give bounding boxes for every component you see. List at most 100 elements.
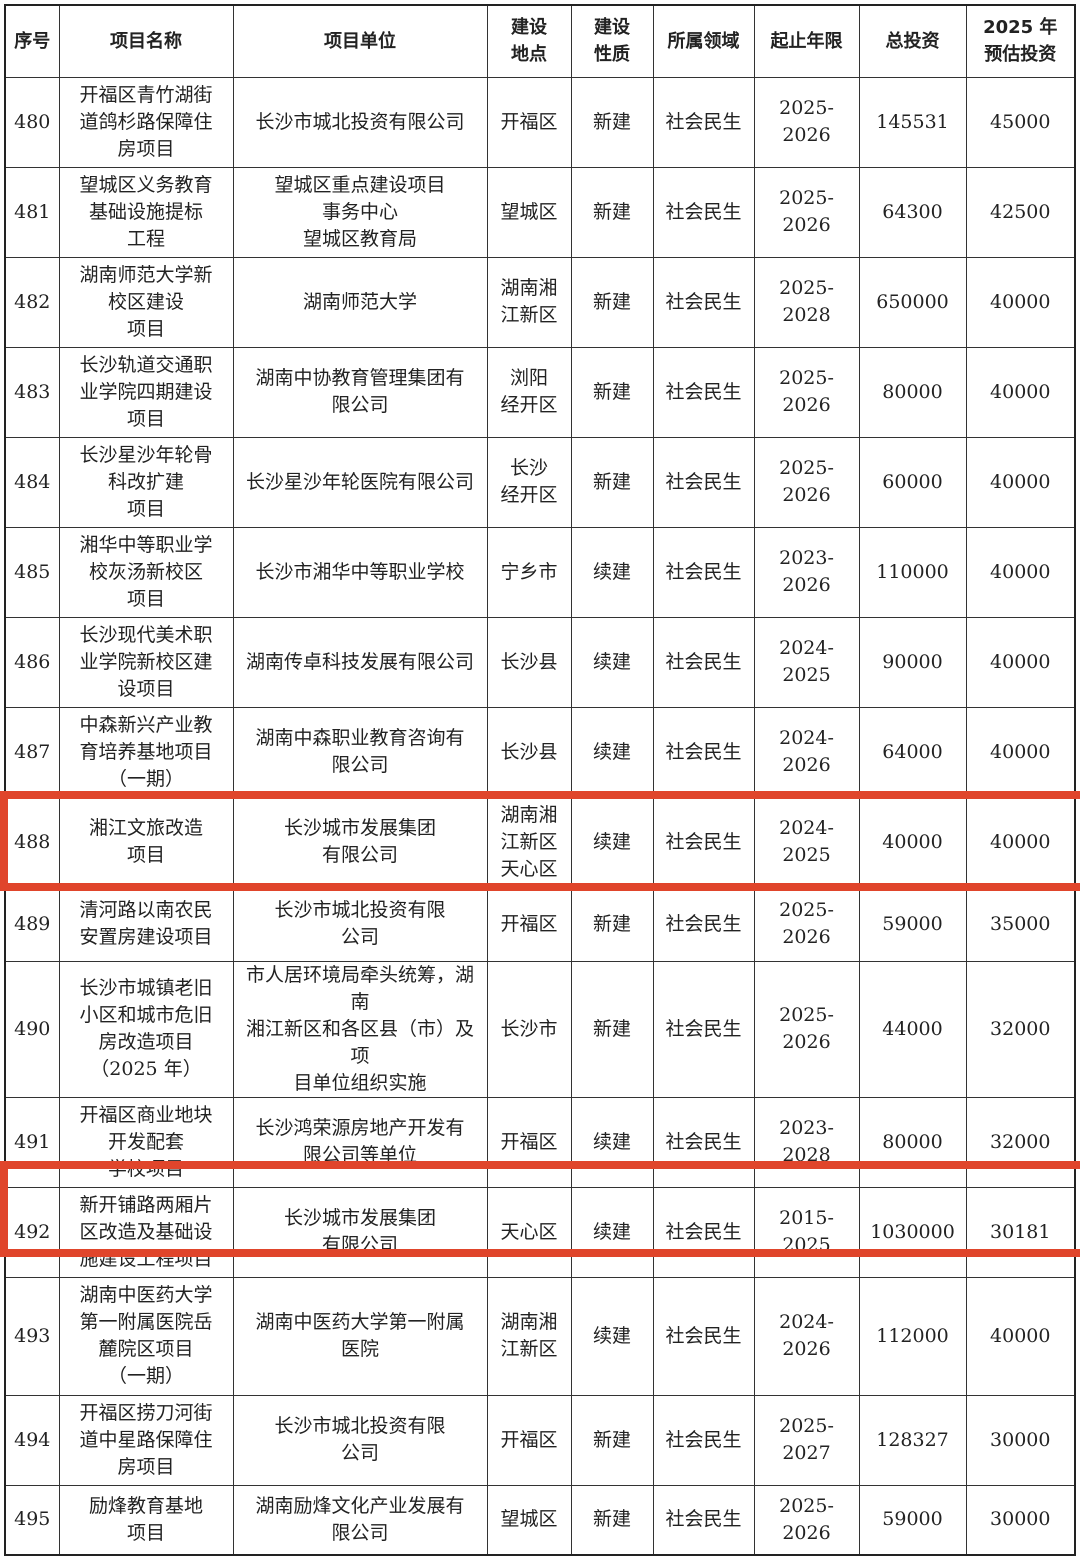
cell-no: 491 <box>4 1096 60 1188</box>
cell-name: 开福区捞刀河街 道中星路保障住 房项目 <box>58 1394 234 1486</box>
cell-unit: 湖南中协教育管理集团有 限公司 <box>232 346 488 438</box>
cell-years: 2025-2026 <box>753 1484 860 1556</box>
cell-total: 80000 <box>858 346 967 438</box>
cell-nature: 新建 <box>570 256 654 348</box>
cell-est2025: 40000 <box>965 796 1076 888</box>
table-row: 483 长沙轨道交通职 业学院四期建设 项目 湖南中协教育管理集团有 限公司 浏阳 经… <box>4 346 1076 438</box>
cell-no: 494 <box>4 1394 60 1486</box>
cell-name: 开福区商业地块 开发配套 学校项目 <box>58 1096 234 1188</box>
cell-field: 社会民生 <box>652 1186 755 1278</box>
cell-no: 487 <box>4 706 60 798</box>
cell-no: 493 <box>4 1276 60 1396</box>
cell-est2025: 40000 <box>965 706 1076 798</box>
cell-no: 489 <box>4 886 60 962</box>
cell-unit: 长沙鸿荣源房地产开发有 限公司等单位 <box>232 1096 488 1188</box>
cell-no: 495 <box>4 1484 60 1556</box>
cell-years: 2023-2028 <box>753 1096 860 1188</box>
cell-loc: 湖南湘 江新区 <box>486 256 572 348</box>
cell-no: 480 <box>4 76 60 168</box>
cell-unit: 湖南传卓科技发展有限公司 <box>232 616 488 708</box>
header-col-location: 建设 地点 <box>486 4 572 78</box>
table-row: 490 长沙市城镇老旧 小区和城市危旧 房改造项目 （2025 年） 市人居环境局牵… <box>4 960 1076 1098</box>
cell-loc: 开福区 <box>486 1394 572 1486</box>
cell-no: 484 <box>4 436 60 528</box>
cell-no: 485 <box>4 526 60 618</box>
cell-nature: 续建 <box>570 706 654 798</box>
cell-name: 励烽教育基地 项目 <box>58 1484 234 1556</box>
table-row: 484 长沙星沙年轮骨 科改扩建 项目 长沙星沙年轮医院有限公司 长沙 经开区 新建 社会… <box>4 436 1076 528</box>
header-col-field: 所属领域 <box>652 4 755 78</box>
cell-unit: 长沙市城北投资有限公司 <box>232 76 488 168</box>
cell-name: 长沙现代美术职 业学院新校区建 设项目 <box>58 616 234 708</box>
cell-name: 望城区义务教育 基础设施提标 工程 <box>58 166 234 258</box>
cell-total: 80000 <box>858 1096 967 1188</box>
cell-est2025: 40000 <box>965 526 1076 618</box>
cell-name: 长沙星沙年轮骨 科改扩建 项目 <box>58 436 234 528</box>
cell-years: 2015-2025 <box>753 1186 860 1278</box>
cell-years: 2025-2027 <box>753 1394 860 1486</box>
header-col-name: 项目名称 <box>58 4 234 78</box>
cell-loc: 开福区 <box>486 76 572 168</box>
table-row: 481 望城区义务教育 基础设施提标 工程 望城区重点建设项目 事务中心 望城区教育… <box>4 166 1076 258</box>
cell-name: 开福区青竹湖街 道鸽杉路保障住 房项目 <box>58 76 234 168</box>
cell-loc: 开福区 <box>486 1096 572 1188</box>
table-row: 491 开福区商业地块 开发配套 学校项目 长沙鸿荣源房地产开发有 限公司等单位 开福… <box>4 1096 1076 1188</box>
header-col-est2025: 2025 年 预估投资 <box>965 4 1076 78</box>
cell-unit: 长沙星沙年轮医院有限公司 <box>232 436 488 528</box>
cell-total: 64300 <box>858 166 967 258</box>
cell-name: 新开铺路两厢片 区改造及基础设 施建设工程项目 <box>58 1186 234 1278</box>
cell-name: 长沙轨道交通职 业学院四期建设 项目 <box>58 346 234 438</box>
cell-years: 2024-2025 <box>753 616 860 708</box>
cell-loc: 浏阳 经开区 <box>486 346 572 438</box>
cell-est2025: 30000 <box>965 1484 1076 1556</box>
cell-est2025: 40000 <box>965 616 1076 708</box>
cell-name: 中森新兴产业教 育培养基地项目 （一期） <box>58 706 234 798</box>
cell-total: 64000 <box>858 706 967 798</box>
header-col-total: 总投资 <box>858 4 967 78</box>
cell-est2025: 40000 <box>965 1276 1076 1396</box>
cell-nature: 新建 <box>570 346 654 438</box>
cell-field: 社会民生 <box>652 346 755 438</box>
cell-nature: 续建 <box>570 1186 654 1278</box>
cell-loc: 湖南湘 江新区 <box>486 1276 572 1396</box>
cell-field: 社会民生 <box>652 76 755 168</box>
cell-years: 2023-2026 <box>753 526 860 618</box>
cell-est2025: 45000 <box>965 76 1076 168</box>
cell-name: 湘华中等职业学 校灰汤新校区 项目 <box>58 526 234 618</box>
cell-unit: 湖南励烽文化产业发展有 限公司 <box>232 1484 488 1556</box>
table-row: 488 湘江文旅改造 项目 长沙城市发展集团 有限公司 湖南湘 江新区 天心区 续建 社会… <box>4 796 1076 888</box>
cell-est2025: 35000 <box>965 886 1076 962</box>
table-row: 493 湖南中医药大学 第一附属医院岳 麓院区项目 （一期） 湖南中医药大学第一附属… <box>4 1276 1076 1396</box>
table-row: 492 新开铺路两厢片 区改造及基础设 施建设工程项目 长沙城市发展集团 有限公司天… <box>4 1186 1076 1278</box>
cell-est2025: 30181 <box>965 1186 1076 1278</box>
table-row: 495 励烽教育基地 项目 湖南励烽文化产业发展有 限公司 望城区 新建 社会民生 2025… <box>4 1484 1076 1556</box>
cell-loc: 天心区 <box>486 1186 572 1278</box>
cell-total: 60000 <box>858 436 967 528</box>
cell-total: 110000 <box>858 526 967 618</box>
cell-years: 2024-2026 <box>753 1276 860 1396</box>
cell-nature: 新建 <box>570 960 654 1098</box>
cell-loc: 望城区 <box>486 1484 572 1556</box>
table-row: 480 开福区青竹湖街 道鸽杉路保障住 房项目 长沙市城北投资有限公司 开福区 新建 社会… <box>4 76 1076 168</box>
cell-field: 社会民生 <box>652 526 755 618</box>
cell-unit: 湖南中森职业教育咨询有 限公司 <box>232 706 488 798</box>
cell-unit: 长沙市城北投资有限 公司 <box>232 886 488 962</box>
cell-field: 社会民生 <box>652 436 755 528</box>
cell-field: 社会民生 <box>652 1096 755 1188</box>
cell-unit: 湖南中医药大学第一附属 医院 <box>232 1276 488 1396</box>
table-row: 494 开福区捞刀河街 道中星路保障住 房项目 长沙市城北投资有限 公司 开福区 新建社… <box>4 1394 1076 1486</box>
cell-field: 社会民生 <box>652 166 755 258</box>
cell-loc: 长沙县 <box>486 616 572 708</box>
cell-est2025: 42500 <box>965 166 1076 258</box>
cell-years: 2025-2026 <box>753 166 860 258</box>
cell-est2025: 40000 <box>965 256 1076 348</box>
cell-loc: 湖南湘 江新区 天心区 <box>486 796 572 888</box>
table-row: 486 长沙现代美术职 业学院新校区建 设项目 湖南传卓科技发展有限公司 长沙县 续建社… <box>4 616 1076 708</box>
header-col-no: 序号 <box>4 4 60 78</box>
cell-field: 社会民生 <box>652 886 755 962</box>
cell-unit: 湖南师范大学 <box>232 256 488 348</box>
cell-no: 483 <box>4 346 60 438</box>
cell-unit: 市人居环境局牵头统筹，湖南 湘江新区和各区县（市）及项 目单位组织实施 <box>232 960 488 1098</box>
cell-field: 社会民生 <box>652 1484 755 1556</box>
cell-total: 59000 <box>858 886 967 962</box>
